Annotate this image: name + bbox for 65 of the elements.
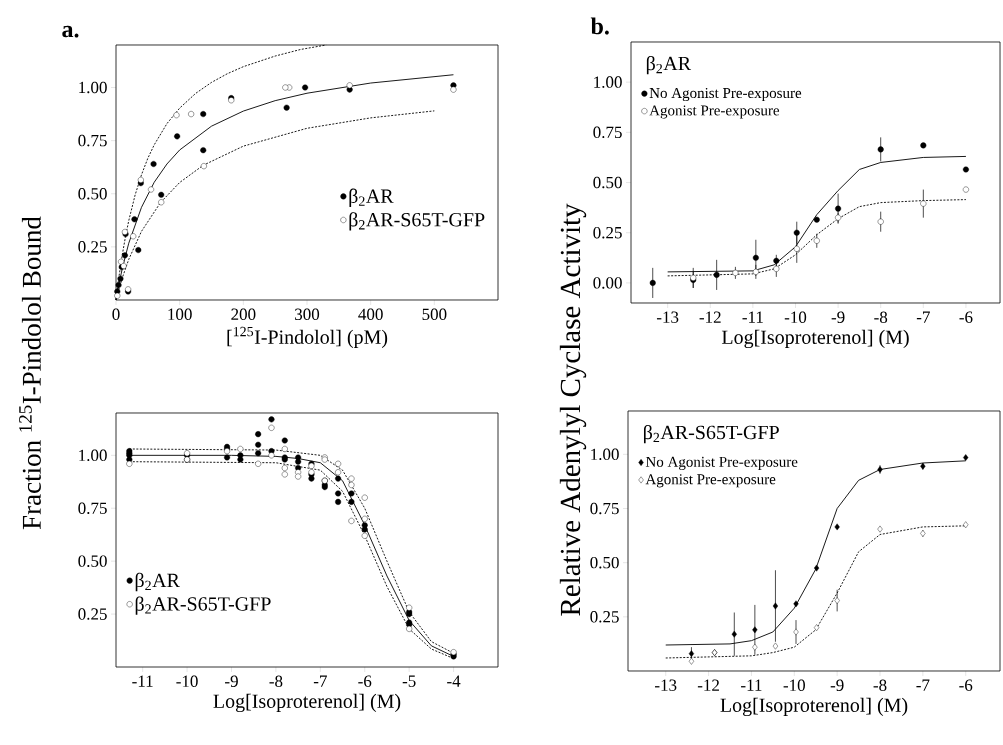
x-tick-label: -11 — [741, 679, 762, 691]
x-tick-label: -6 — [959, 311, 973, 323]
legend-label: No Agonist Pre-exposure — [649, 87, 802, 102]
x-tick-label: 100 — [168, 308, 192, 321]
y-tick-label: 0.25 — [590, 611, 619, 623]
y-axis-title: Relative Adenylyl Cyclase Activity — [559, 203, 587, 616]
x-tick-label: -10 — [783, 679, 805, 692]
x-tick-label: -11 — [742, 311, 763, 323]
y-tick-label: 0.25 — [78, 241, 107, 253]
x-tick-label: -7 — [313, 675, 327, 687]
x-tick-label: -7 — [916, 311, 930, 323]
x-tick-label: -13 — [656, 311, 679, 323]
x-tick-label: 400 — [358, 308, 383, 321]
x-tick-label: 200 — [231, 308, 256, 321]
x-tick-label: -5 — [402, 675, 416, 687]
x-tick-label: 0 — [112, 308, 120, 321]
x-axis-title: Log[Isoproterenol] (M) — [720, 697, 908, 717]
x-axis-title: Log[Isoproterenol] (M) — [721, 329, 909, 349]
y-tick-label: 0.00 — [593, 277, 622, 289]
x-axis-title: [$^{125}$I-Pindolol] (pM) — [227, 326, 388, 348]
x-tick-label: -9 — [225, 675, 238, 687]
x-tick-label: -9 — [831, 311, 845, 323]
x-tick-label: -4 — [447, 675, 461, 687]
x-tick-label: -7 — [916, 679, 930, 691]
x-tick-label: -12 — [697, 679, 719, 691]
x-tick-label: -13 — [655, 679, 677, 691]
text: β$_{2}$AR — [646, 55, 692, 75]
x-tick-label: -8 — [874, 311, 888, 324]
x-tick-label: -11 — [132, 675, 153, 687]
legend-label: β$_{2}$AR — [349, 188, 394, 207]
x-tick-label: -9 — [830, 679, 844, 691]
x-tick-label: -10 — [176, 675, 198, 688]
legend-label: β$_{2}$AR-S65T-GFP — [135, 596, 271, 615]
x-tick-label: -8 — [269, 675, 283, 688]
y-tick-label: 1.00 — [594, 76, 622, 88]
x-tick-label: -12 — [699, 311, 721, 323]
x-tick-label: -10 — [784, 311, 807, 324]
x-axis-title: Log[Isoproterenol] (M) — [213, 693, 401, 713]
x-tick-label: -6 — [358, 675, 372, 687]
x-tick-label: -6 — [959, 679, 973, 691]
legend-label: β$_{2}$AR-S65T-GFP — [349, 212, 485, 231]
x-tick-label: -8 — [873, 679, 887, 692]
y-tick-label: 0.75 — [78, 502, 107, 515]
y-tick-label: 1.00 — [591, 448, 619, 461]
x-tick-label: 300 — [295, 308, 320, 321]
legend-label: Agonist Pre-exposure — [645, 474, 776, 488]
y-tick-label: 0.25 — [593, 226, 622, 239]
chart-title: a. — [62, 25, 79, 38]
y-tick-label: 1.00 — [79, 81, 107, 94]
y-tick-label: 1.00 — [79, 449, 107, 462]
y-tick-label: 0.75 — [593, 126, 622, 139]
y-tick-label: 0.75 — [590, 502, 619, 515]
y-axis-title: Fraction $^{125}$I-Pindolol Bound — [19, 216, 41, 530]
y-tick-label: 0.50 — [593, 176, 622, 189]
x-tick-label: 500 — [422, 308, 447, 321]
y-tick-label: 0.50 — [78, 555, 107, 567]
text: β$_{2}$AR-S65T-GFP — [643, 424, 779, 444]
y-tick-label: 0.50 — [590, 556, 619, 569]
legend-label: β$_{2}$AR — [135, 572, 180, 592]
legend-label: Agonist Pre-exposure — [649, 105, 780, 119]
chart-title: b. — [590, 17, 609, 35]
y-tick-label: 0.75 — [78, 134, 107, 147]
y-tick-label: 0.25 — [78, 608, 107, 620]
legend-label: No Agonist Pre-exposure — [645, 456, 798, 470]
y-tick-label: 0.50 — [78, 187, 107, 200]
